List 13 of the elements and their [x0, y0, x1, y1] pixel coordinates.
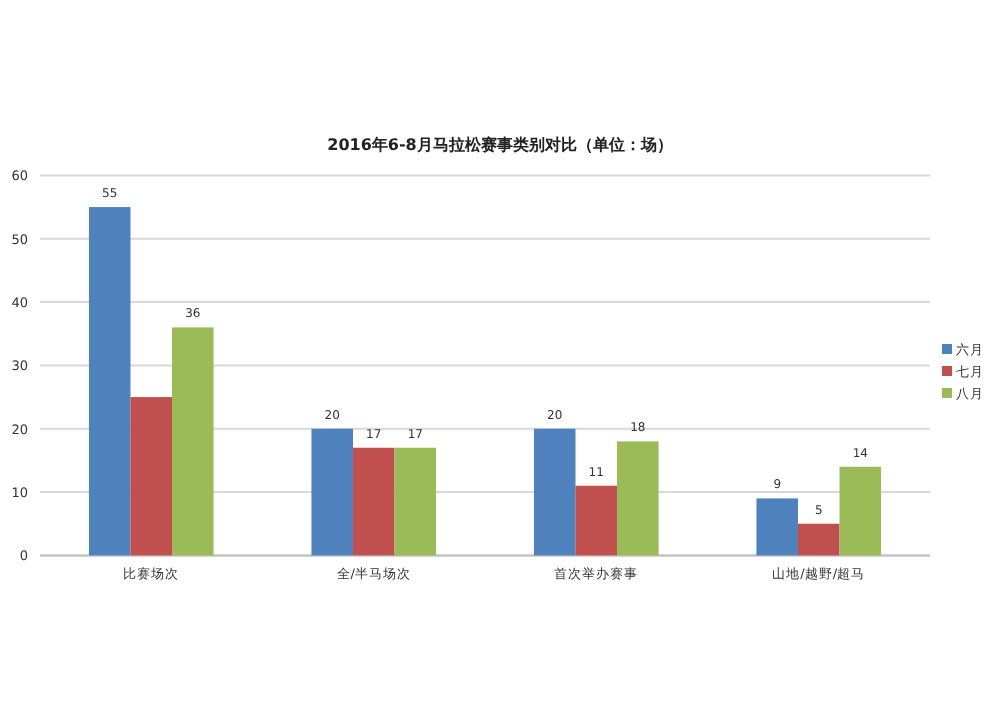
bar: [130, 397, 173, 556]
bar: [797, 523, 840, 556]
bar: [533, 428, 576, 556]
bar: [172, 327, 214, 556]
bar: [617, 441, 659, 556]
bar: [352, 447, 395, 556]
chart-title: 2016年6-8月马拉松赛事类别对比（单位：场）: [327, 134, 673, 154]
bar: [839, 466, 882, 556]
bar: [575, 485, 618, 556]
bar: [88, 207, 131, 556]
bar: [311, 428, 353, 556]
bar: [394, 447, 437, 556]
bar: [756, 498, 798, 556]
